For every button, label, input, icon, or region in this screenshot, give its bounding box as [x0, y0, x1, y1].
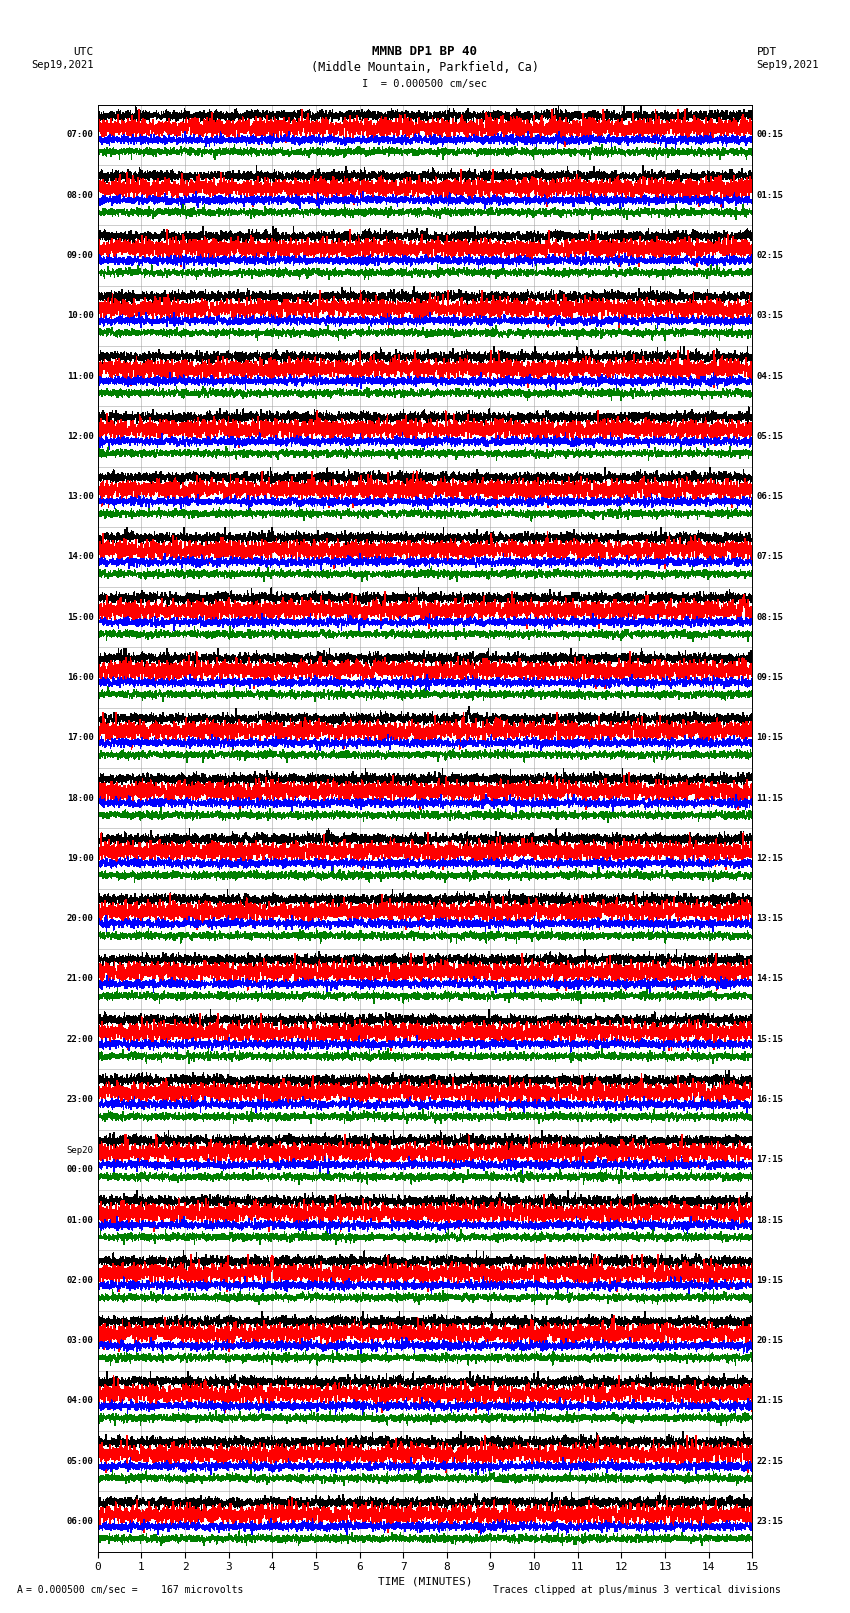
- Text: 12:00: 12:00: [66, 432, 94, 440]
- Text: 08:15: 08:15: [756, 613, 784, 621]
- Text: 23:00: 23:00: [66, 1095, 94, 1103]
- Text: 14:00: 14:00: [66, 553, 94, 561]
- Text: 06:15: 06:15: [756, 492, 784, 502]
- Text: 22:00: 22:00: [66, 1036, 94, 1044]
- Text: 17:00: 17:00: [66, 734, 94, 742]
- Text: I  = 0.000500 cm/sec: I = 0.000500 cm/sec: [362, 79, 488, 89]
- Text: UTC: UTC: [73, 47, 94, 56]
- Text: 18:15: 18:15: [756, 1216, 784, 1224]
- Text: 01:00: 01:00: [66, 1216, 94, 1224]
- Text: Sep19,2021: Sep19,2021: [31, 60, 94, 69]
- Text: 14:15: 14:15: [756, 974, 784, 984]
- Text: Sep19,2021: Sep19,2021: [756, 60, 819, 69]
- Text: 03:15: 03:15: [756, 311, 784, 321]
- Text: 00:00: 00:00: [66, 1165, 94, 1174]
- Text: 00:15: 00:15: [756, 131, 784, 139]
- Text: 17:15: 17:15: [756, 1155, 784, 1165]
- Text: 09:00: 09:00: [66, 252, 94, 260]
- Text: 08:00: 08:00: [66, 190, 94, 200]
- Text: 03:00: 03:00: [66, 1336, 94, 1345]
- Text: 21:15: 21:15: [756, 1397, 784, 1405]
- Text: 11:00: 11:00: [66, 371, 94, 381]
- Text: 22:15: 22:15: [756, 1457, 784, 1466]
- Text: 19:00: 19:00: [66, 853, 94, 863]
- Text: 19:15: 19:15: [756, 1276, 784, 1286]
- Text: 02:15: 02:15: [756, 252, 784, 260]
- Text: 01:15: 01:15: [756, 190, 784, 200]
- Text: 13:15: 13:15: [756, 915, 784, 923]
- Text: A: A: [17, 1586, 23, 1595]
- Text: = 0.000500 cm/sec =    167 microvolts: = 0.000500 cm/sec = 167 microvolts: [26, 1586, 243, 1595]
- Text: 15:00: 15:00: [66, 613, 94, 621]
- Text: PDT: PDT: [756, 47, 777, 56]
- Text: Sep20: Sep20: [66, 1145, 94, 1155]
- Text: 04:15: 04:15: [756, 371, 784, 381]
- Text: 13:00: 13:00: [66, 492, 94, 502]
- Text: 18:00: 18:00: [66, 794, 94, 803]
- Text: 06:00: 06:00: [66, 1518, 94, 1526]
- Text: 07:15: 07:15: [756, 553, 784, 561]
- Text: 11:15: 11:15: [756, 794, 784, 803]
- Text: (Middle Mountain, Parkfield, Ca): (Middle Mountain, Parkfield, Ca): [311, 61, 539, 74]
- Text: 10:00: 10:00: [66, 311, 94, 321]
- Text: 09:15: 09:15: [756, 673, 784, 682]
- Text: 04:00: 04:00: [66, 1397, 94, 1405]
- X-axis label: TIME (MINUTES): TIME (MINUTES): [377, 1576, 473, 1586]
- Text: MMNB DP1 BP 40: MMNB DP1 BP 40: [372, 45, 478, 58]
- Text: 07:00: 07:00: [66, 131, 94, 139]
- Text: Traces clipped at plus/minus 3 vertical divisions: Traces clipped at plus/minus 3 vertical …: [493, 1586, 781, 1595]
- Text: 12:15: 12:15: [756, 853, 784, 863]
- Text: 20:15: 20:15: [756, 1336, 784, 1345]
- Text: 16:00: 16:00: [66, 673, 94, 682]
- Text: 10:15: 10:15: [756, 734, 784, 742]
- Text: 20:00: 20:00: [66, 915, 94, 923]
- Text: 16:15: 16:15: [756, 1095, 784, 1103]
- Text: 15:15: 15:15: [756, 1036, 784, 1044]
- Text: 05:00: 05:00: [66, 1457, 94, 1466]
- Text: 05:15: 05:15: [756, 432, 784, 440]
- Text: 02:00: 02:00: [66, 1276, 94, 1286]
- Text: 23:15: 23:15: [756, 1518, 784, 1526]
- Text: 21:00: 21:00: [66, 974, 94, 984]
